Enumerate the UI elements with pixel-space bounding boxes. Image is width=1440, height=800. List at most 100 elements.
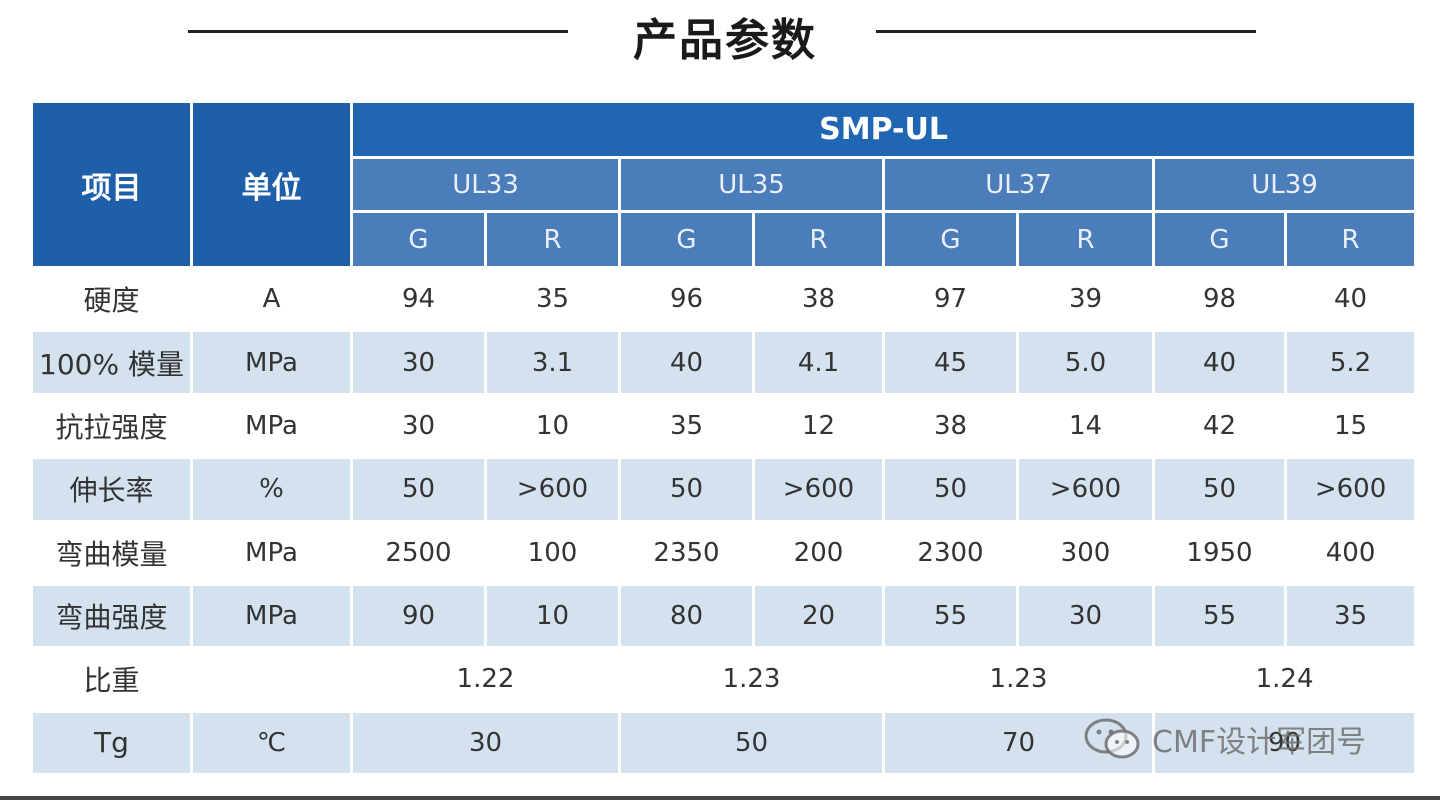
table-cell: 40 — [1152, 329, 1287, 396]
table-cell: 10 — [484, 392, 621, 460]
row-label: 硬度 — [30, 265, 193, 333]
table-cell: 2500 — [350, 519, 487, 586]
table-cell: 15 — [1283, 392, 1418, 460]
table-cell: 50 — [618, 456, 755, 523]
title-area: 产品参数 — [0, 0, 1440, 70]
header-model: UL39 — [1151, 156, 1418, 213]
table-cell: 35 — [618, 392, 755, 460]
row-label: 抗拉强度 — [30, 392, 193, 460]
table-cell: 12 — [752, 392, 885, 460]
table-cell: 50 — [618, 709, 885, 777]
header-sub-r: R — [752, 210, 885, 269]
table-cell: 39 — [1016, 265, 1155, 333]
table-cell: 42 — [1152, 392, 1287, 460]
header-sub-g: G — [882, 210, 1019, 269]
table-row: 伸长率 % 50 >600 50 >600 50 >600 50 >600 — [30, 456, 1418, 523]
row-label: 比重 — [30, 646, 193, 713]
row-unit: MPa — [190, 519, 353, 586]
header-sub-g: G — [618, 210, 755, 269]
table-cell: 1.22 — [350, 646, 621, 713]
table-row: 100% 模量 MPa 30 3.1 40 4.1 45 5.0 40 5.2 — [30, 329, 1418, 396]
table-cell: 30 — [1016, 582, 1155, 650]
table-cell: 98 — [1152, 265, 1287, 333]
table-cell: 38 — [752, 265, 885, 333]
table-cell: 1950 — [1152, 519, 1287, 586]
table-cell: 14 — [1016, 392, 1155, 460]
table-cell: 45 — [882, 329, 1019, 396]
page-title: 产品参数 — [633, 15, 817, 66]
header-sub-g: G — [1152, 210, 1287, 269]
table-row: 抗拉强度 MPa 30 10 35 12 38 14 42 15 — [30, 392, 1418, 460]
row-unit: % — [190, 456, 353, 523]
table-cell: 94 — [350, 265, 487, 333]
row-label: 弯曲模量 — [30, 519, 193, 586]
table-row: 比重 1.22 1.23 1.23 1.24 — [30, 646, 1418, 713]
table-cell: 50 — [882, 456, 1019, 523]
header-sub-r: R — [1283, 210, 1418, 269]
header-unit: 单位 — [190, 100, 353, 269]
title-rule-left — [188, 30, 568, 33]
table-cell: 10 — [484, 582, 621, 650]
table-cell: 400 — [1283, 519, 1418, 586]
title-rule-right — [876, 30, 1256, 33]
table-cell: 1.24 — [1151, 646, 1418, 713]
table-cell: 30 — [350, 329, 487, 396]
watermark-text: CMF设计军团号 — [1152, 725, 1367, 760]
table-cell: 100 — [484, 519, 621, 586]
table-cell: 50 — [1152, 456, 1287, 523]
header-model: UL35 — [618, 156, 885, 213]
header-product: SMP-UL — [349, 100, 1418, 159]
table-cell: 2350 — [618, 519, 755, 586]
header-sub-r: R — [484, 210, 621, 269]
table-cell: >600 — [1016, 456, 1155, 523]
table-cell: 5.2 — [1283, 329, 1418, 396]
row-unit: ℃ — [190, 709, 353, 777]
table-cell: >600 — [752, 456, 885, 523]
table-cell: 55 — [1152, 582, 1287, 650]
row-unit: MPa — [190, 329, 353, 396]
wechat-icon — [1082, 716, 1144, 762]
table-cell: 40 — [618, 329, 755, 396]
table-cell: 30 — [350, 709, 621, 777]
table-cell: 90 — [350, 582, 487, 650]
table-cell: 97 — [882, 265, 1019, 333]
table-cell: 3.1 — [484, 329, 621, 396]
table-cell: 50 — [350, 456, 487, 523]
table-row: 弯曲强度 MPa 90 10 80 20 55 30 55 35 — [30, 582, 1418, 650]
table-row: Tg ℃ 30 50 70 90 — [30, 709, 1418, 777]
row-unit: A — [190, 265, 353, 333]
table-cell: >600 — [1283, 456, 1418, 523]
table-cell: 90 — [1151, 709, 1418, 777]
table-cell: 20 — [752, 582, 885, 650]
table-cell: 55 — [882, 582, 1019, 650]
row-unit: MPa — [190, 392, 353, 460]
row-label: 100% 模量 — [30, 329, 193, 396]
row-unit — [190, 646, 353, 713]
product-params-table: 项目 单位 SMP-UL UL33 UL35 UL37 UL39 G R G R… — [30, 100, 1418, 777]
table-cell: 96 — [618, 265, 755, 333]
table-row: 硬度 A 94 35 96 38 97 39 98 40 — [30, 265, 1418, 333]
table-cell: 38 — [882, 392, 1019, 460]
row-label: 伸长率 — [30, 456, 193, 523]
header-item: 项目 — [30, 100, 193, 269]
table-cell: 35 — [484, 265, 621, 333]
header-sub-g: G — [350, 210, 487, 269]
row-label: Tg — [30, 709, 193, 777]
table-cell: 80 — [618, 582, 755, 650]
header-sub-r: R — [1016, 210, 1155, 269]
table-cell: >600 — [484, 456, 621, 523]
table-cell: 200 — [752, 519, 885, 586]
table-row: 弯曲模量 MPa 2500 100 2350 200 2300 300 1950… — [30, 519, 1418, 586]
table-cell: 1.23 — [882, 646, 1155, 713]
table-cell: 4.1 — [752, 329, 885, 396]
table-cell: 2300 — [882, 519, 1019, 586]
row-unit: MPa — [190, 582, 353, 650]
table-cell: 40 — [1283, 265, 1418, 333]
bottom-edge — [0, 796, 1440, 800]
header-model: UL33 — [350, 156, 621, 213]
table-cell: 1.23 — [618, 646, 885, 713]
table-cell: 30 — [350, 392, 487, 460]
table-cell: 300 — [1016, 519, 1155, 586]
header-model: UL37 — [882, 156, 1155, 213]
table-cell: 5.0 — [1016, 329, 1155, 396]
